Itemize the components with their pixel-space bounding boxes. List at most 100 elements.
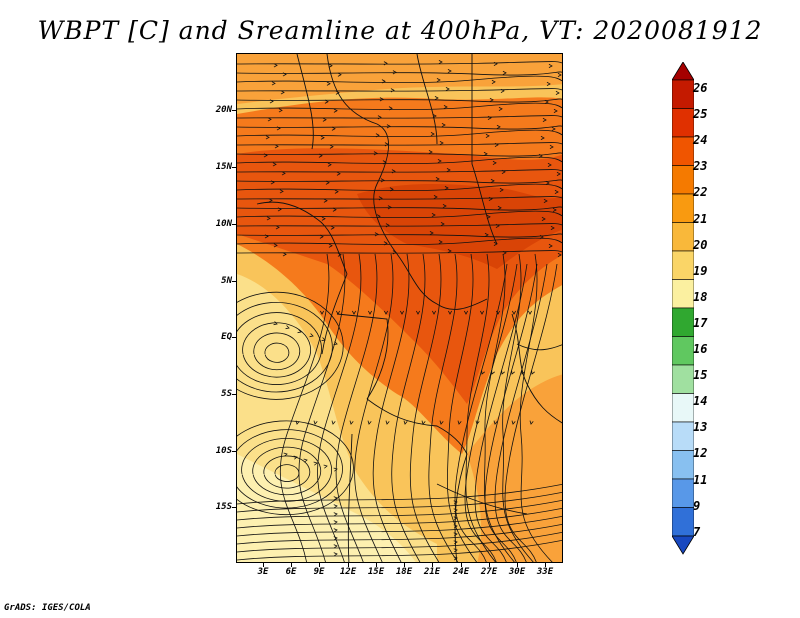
streamline-arrow: [264, 234, 269, 239]
streamline-arrow: [430, 131, 435, 137]
colorbar-label: 19: [693, 263, 708, 278]
streamline-arrow: [282, 72, 287, 77]
streamline-arrow: [280, 90, 285, 95]
streamline: [237, 183, 562, 192]
streamline-arrow: [385, 420, 390, 425]
streamline-arrow: [276, 126, 281, 131]
streamline-arrow: [269, 99, 274, 104]
streamline-arrow: [293, 455, 298, 460]
streamline-arrow: [529, 420, 534, 425]
streamline: [237, 291, 344, 400]
streamline-arrow: [263, 153, 268, 158]
colorbar-segment: [672, 393, 694, 423]
streamline: [237, 156, 562, 165]
streamline: [237, 115, 562, 119]
lat-label: 10N: [215, 219, 232, 229]
colorbar-label: 20: [693, 237, 708, 252]
credit-text: GrADS: IGES/COLA: [4, 603, 91, 613]
streamline: [465, 253, 496, 562]
streamline-arrow: [511, 310, 517, 315]
streamline: [237, 210, 562, 219]
lon-tick: [404, 563, 405, 567]
colorbar-label: 26: [693, 81, 708, 95]
colorbar-label: 12: [693, 446, 708, 461]
colorbar-segment: [672, 108, 694, 138]
streamline-arrow: [285, 325, 290, 330]
colorbar-label: 14: [693, 394, 708, 409]
streamline-arrow: [387, 205, 392, 210]
streamline: [237, 61, 562, 65]
streamline: [237, 499, 562, 521]
streamline: [237, 152, 562, 157]
field-hottest-band: [357, 184, 562, 269]
streamline: [237, 515, 562, 537]
lon-label: 30E: [508, 567, 526, 577]
streamline-arrow: [487, 115, 492, 120]
streamline-arrow: [403, 420, 408, 425]
lat-tick: [232, 337, 236, 338]
streamline-arrow: [273, 243, 278, 248]
streamline-arrow: [333, 496, 338, 501]
streamline-arrow: [333, 341, 338, 346]
streamline-arrow: [279, 189, 284, 194]
colorbar-segment: [672, 79, 694, 109]
streamline-arrow: [463, 310, 469, 315]
streamline-arrow: [431, 212, 436, 218]
streamline-arrow: [325, 180, 330, 185]
lon-tick: [432, 563, 433, 567]
lat-tick: [232, 167, 236, 168]
streamline: [237, 523, 562, 545]
streamline: [237, 237, 562, 246]
streamline-arrow: [542, 117, 547, 122]
streamline-arrow: [488, 196, 493, 201]
streamline: [237, 429, 343, 509]
streamline: [242, 322, 312, 378]
streamline-arrow: [447, 248, 452, 254]
colorbar-label: 17: [693, 315, 708, 330]
streamline-arrow: [446, 167, 451, 173]
streamline-arrow: [436, 77, 441, 83]
streamline-arrow: [278, 108, 283, 113]
streamline: [484, 263, 538, 562]
streamline-arrow: [439, 140, 444, 146]
streamline-arrow: [499, 187, 504, 192]
streamline: [274, 464, 300, 482]
colorbar-segment: [672, 336, 694, 366]
streamline-arrow: [444, 185, 449, 191]
streamline-arrow: [328, 63, 333, 68]
streamline: [298, 253, 346, 562]
streamline-arrow: [390, 88, 395, 93]
streamline-arrow: [367, 420, 372, 425]
streamline-arrow: [439, 420, 444, 425]
streamline-arrow: [333, 544, 338, 549]
streamline: [237, 250, 562, 254]
streamline: [237, 539, 562, 561]
streamline-arrow: [329, 144, 334, 149]
lat-label: 10S: [215, 446, 232, 456]
streamline: [494, 263, 548, 562]
map-title: WBPT [C] and Sreamline at 400hPa, VT: 20…: [37, 16, 763, 45]
streamline: [237, 125, 562, 130]
streamline-arrow: [443, 104, 448, 110]
streamline-arrow: [323, 198, 328, 203]
streamline-arrow: [378, 196, 383, 201]
streamline-arrow: [433, 194, 438, 200]
streamline-arrow: [438, 239, 443, 245]
map-panel: [236, 53, 563, 563]
streamline-arrow: [380, 178, 385, 183]
streamline: [464, 263, 518, 562]
streamline-arrow: [541, 216, 546, 221]
colorbar-label: 13: [693, 420, 708, 435]
streamline-arrow: [440, 221, 445, 227]
streamline-arrow: [552, 207, 557, 212]
streamline-arrow: [328, 243, 333, 248]
streamline-arrow: [445, 86, 450, 92]
colorbar-label: 9: [693, 498, 701, 513]
streamline-arrow: [319, 234, 324, 239]
colorbar-label: 18: [693, 289, 708, 304]
streamline-arrow: [453, 556, 458, 561]
streamline: [354, 253, 394, 562]
streamline-arrow: [457, 420, 462, 425]
streamline-arrow: [377, 115, 382, 120]
colorbar-label: 7: [693, 524, 701, 539]
